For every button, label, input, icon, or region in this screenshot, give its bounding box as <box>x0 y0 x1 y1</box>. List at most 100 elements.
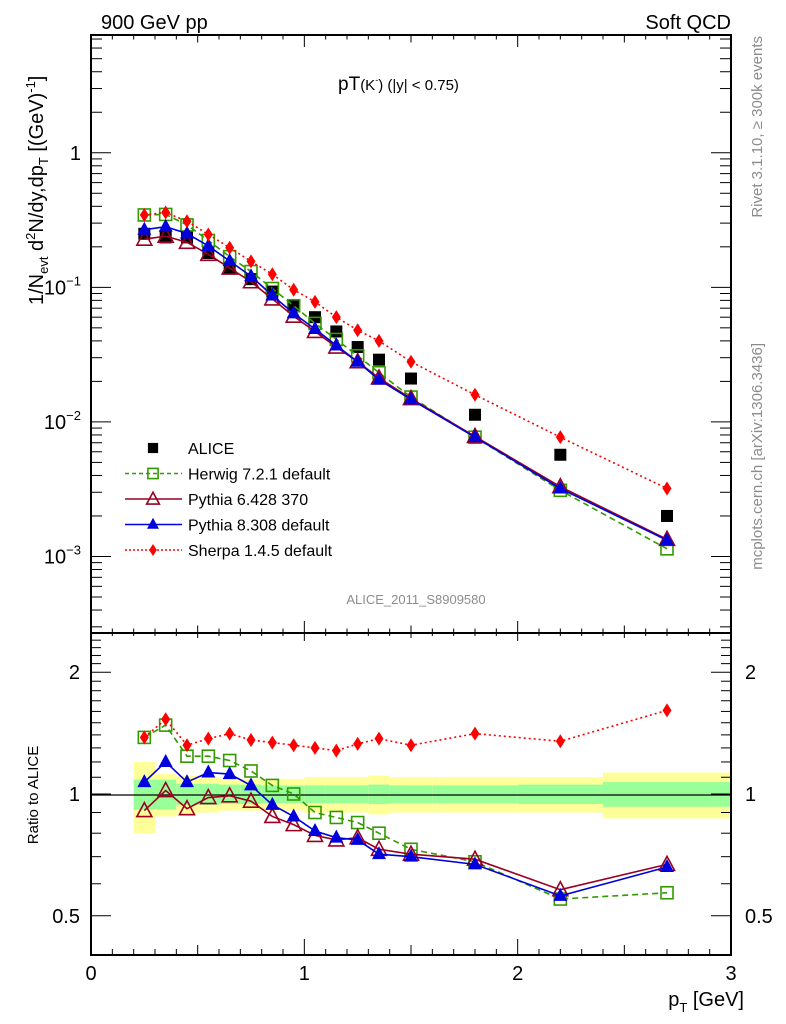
open-square-marker <box>329 810 344 825</box>
filled-triangle-marker <box>265 796 280 810</box>
filled-triangle-marker <box>372 846 386 860</box>
filled-triangle-marker <box>158 753 173 767</box>
filled-diamond-marker <box>353 736 363 751</box>
open-triangle-marker <box>156 226 175 243</box>
filled-triangle-marker <box>201 237 216 251</box>
filled-diamond-marker <box>310 740 320 755</box>
open-square-marker <box>244 764 258 778</box>
filled-square-marker <box>147 442 159 454</box>
header-right: Soft QCD <box>645 12 731 34</box>
main-y-axis-label: 1/Nevt d2N/dy,dpT [(GeV)-1] <box>23 76 51 305</box>
filled-triangle-marker <box>286 305 301 319</box>
filled-triangle-marker <box>404 391 418 405</box>
filled-diamond-marker <box>225 240 235 255</box>
rivet-label: Rivet 3.1.10, ≥ 300k events <box>749 36 766 218</box>
y-tick-label: 10−3 <box>44 542 81 568</box>
ratio-y-tick-label-right: 1 <box>745 784 756 806</box>
filled-triangle-marker <box>329 829 344 843</box>
filled-triangle-marker <box>372 371 386 385</box>
filled-diamond-marker <box>555 430 565 445</box>
filled-triangle-marker <box>286 808 301 822</box>
ratio-y-tick-label: 1 <box>69 784 80 806</box>
open-triangle-marker <box>220 258 239 275</box>
plot-title: pT(K-) (|y| < 0.75) <box>338 74 459 95</box>
open-square-marker <box>286 787 301 801</box>
filled-triangle-marker <box>222 252 237 266</box>
legend-label: ALICE <box>188 441 234 458</box>
stat-uncertainty-band <box>389 785 433 804</box>
series-line <box>143 760 668 897</box>
open-triangle-marker <box>199 244 218 262</box>
filled-diamond-marker <box>353 323 363 338</box>
filled-square-marker <box>405 372 417 385</box>
stat-uncertainty-band <box>517 784 603 804</box>
filled-diamond-marker <box>267 735 277 750</box>
filled-triangle-marker <box>147 517 159 529</box>
open-triangle-marker <box>178 798 196 816</box>
legend: ALICE Herwig 7.2.1 default Pythia 6.428 37… <box>125 441 333 560</box>
ratio-y-tick-labels: 0.5 0.5 1 1 2 2 <box>52 662 773 928</box>
x-tick-label: 1 <box>299 963 310 985</box>
filled-triangle-marker <box>244 777 258 791</box>
open-square-marker <box>660 885 674 900</box>
filled-diamond-marker <box>289 738 299 753</box>
filled-diamond-marker <box>470 726 480 741</box>
open-triangle-marker <box>156 780 175 798</box>
open-triangle-marker <box>220 786 239 803</box>
filled-diamond-marker <box>139 207 149 222</box>
open-triangle-marker <box>199 787 218 805</box>
filled-triangle-marker <box>553 887 568 901</box>
filled-diamond-marker <box>149 544 157 556</box>
filled-diamond-marker <box>161 205 171 220</box>
filled-square-marker <box>554 448 567 461</box>
main-series-sherpa-1-4-5-default <box>139 205 672 496</box>
legend-label: Pythia 8.308 default <box>188 518 330 535</box>
legend-label: Herwig 7.2.1 default <box>188 467 331 484</box>
filled-diamond-marker <box>662 703 672 718</box>
ratio-series-sherpa-1-4-5-default <box>139 703 672 758</box>
ratio-series-group <box>135 703 676 906</box>
open-triangle-marker <box>284 814 303 832</box>
ratio-y-tick-label-right: 2 <box>745 662 756 684</box>
filled-triangle-marker <box>350 831 365 845</box>
series-line <box>143 709 668 752</box>
filled-diamond-marker <box>310 294 320 309</box>
filled-triangle-marker <box>308 823 322 837</box>
main-series-group <box>135 205 676 556</box>
stat-uncertainty-band <box>432 785 518 804</box>
open-triangle-marker <box>135 800 154 818</box>
filled-diamond-marker <box>662 481 672 496</box>
filled-square-marker <box>373 353 385 366</box>
filled-diamond-marker <box>182 738 192 753</box>
series-line <box>144 211 668 490</box>
open-triangle-marker <box>135 229 154 246</box>
ratio-y-tick-label: 2 <box>69 662 80 684</box>
filled-triangle-marker <box>137 221 152 235</box>
stat-uncertainty-band <box>304 785 326 804</box>
filled-triangle-marker <box>660 532 674 546</box>
open-triangle-marker <box>242 791 260 808</box>
filled-diamond-marker <box>470 387 480 402</box>
header-left: 900 GeV pp <box>101 12 208 34</box>
x-axis-label: pT [GeV] <box>668 989 744 1015</box>
filled-triangle-marker <box>180 774 194 788</box>
main-series-pythia-8-308-default <box>137 218 674 546</box>
ratio-y-tick-label: 0.5 <box>52 906 80 928</box>
legend-item: Pythia 8.308 default <box>125 518 330 535</box>
stat-uncertainty-band <box>347 785 369 804</box>
legend-item: ALICE <box>147 441 234 458</box>
main-axis-ticks <box>90 35 732 633</box>
filled-diamond-marker <box>289 282 299 297</box>
filled-diamond-marker <box>139 730 149 745</box>
filled-diamond-marker <box>406 738 416 753</box>
filled-diamond-marker <box>225 726 235 741</box>
filled-triangle-marker <box>244 268 258 282</box>
ratio-y-axis-label: Ratio to ALICE <box>25 746 42 844</box>
x-tick-label: 0 <box>85 963 96 985</box>
main-y-tick-labels: 1 10−1 10−2 10−3 <box>44 143 81 569</box>
open-triangle-marker <box>145 490 161 505</box>
legend-label: Pythia 6.428 370 <box>188 492 308 509</box>
x-tick-label: 3 <box>725 963 736 985</box>
filled-diamond-marker <box>555 734 565 749</box>
